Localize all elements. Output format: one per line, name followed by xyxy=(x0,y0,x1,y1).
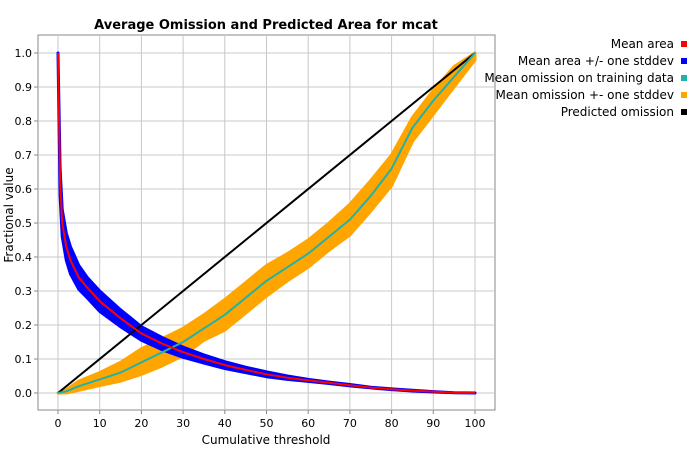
x-tick-label: 90 xyxy=(426,417,440,430)
x-tick-label: 100 xyxy=(465,417,486,430)
chart-title: Average Omission and Predicted Area for … xyxy=(94,18,438,33)
legend-label: Mean area +/- one stddev xyxy=(518,54,674,68)
y-tick-label: 1.0 xyxy=(15,47,33,60)
legend-label: Predicted omission xyxy=(561,105,674,119)
legend-label: Mean omission on training data xyxy=(484,71,674,85)
y-tick-label: 0.9 xyxy=(15,81,33,94)
x-tick-label: 10 xyxy=(93,417,107,430)
legend-swatch xyxy=(681,92,687,98)
predicted-omission-line xyxy=(57,52,476,394)
y-tick-label: 0.8 xyxy=(15,115,33,128)
x-tick-label: 70 xyxy=(343,417,357,430)
x-tick-label: 40 xyxy=(218,417,232,430)
y-tick-label: 0.6 xyxy=(15,183,33,196)
y-axis: 0.0 0.1 0.2 0.3 0.4 0.5 0.6 0.7 0.8 0.9 1.0 xyxy=(15,47,38,400)
legend-swatch xyxy=(681,58,687,64)
y-tick-label: 0.5 xyxy=(15,217,33,230)
x-tick-label: 50 xyxy=(260,417,274,430)
x-tick-label: 0 xyxy=(55,417,62,430)
legend-label: Mean area xyxy=(611,37,674,51)
x-tick-label: 30 xyxy=(176,417,190,430)
legend-swatch xyxy=(681,41,687,47)
y-tick-label: 0.0 xyxy=(15,387,33,400)
y-tick-label: 0.7 xyxy=(15,149,33,162)
y-tick-label: 0.4 xyxy=(15,251,33,264)
mean-omission-line xyxy=(57,52,476,394)
legend-swatch xyxy=(681,109,687,115)
legend-label: Mean omission +- one stddev xyxy=(496,88,675,102)
x-axis-label: Cumulative threshold xyxy=(202,433,331,447)
y-tick-label: 0.1 xyxy=(15,353,33,366)
legend-swatch xyxy=(681,75,687,81)
y-axis-label: Fractional value xyxy=(2,167,16,262)
legend: Mean area Mean area +/- one stddev Mean om… xyxy=(484,37,687,119)
x-tick-label: 20 xyxy=(134,417,148,430)
y-tick-label: 0.2 xyxy=(15,319,33,332)
x-tick-label: 60 xyxy=(301,417,315,430)
mean-area-line xyxy=(57,52,476,394)
series-layer xyxy=(56,51,477,395)
x-tick-label: 80 xyxy=(385,417,399,430)
y-tick-label: 0.3 xyxy=(15,285,33,298)
x-axis: 0 10 20 30 40 50 60 70 80 90 100 xyxy=(55,410,486,430)
plot-area xyxy=(37,34,496,411)
